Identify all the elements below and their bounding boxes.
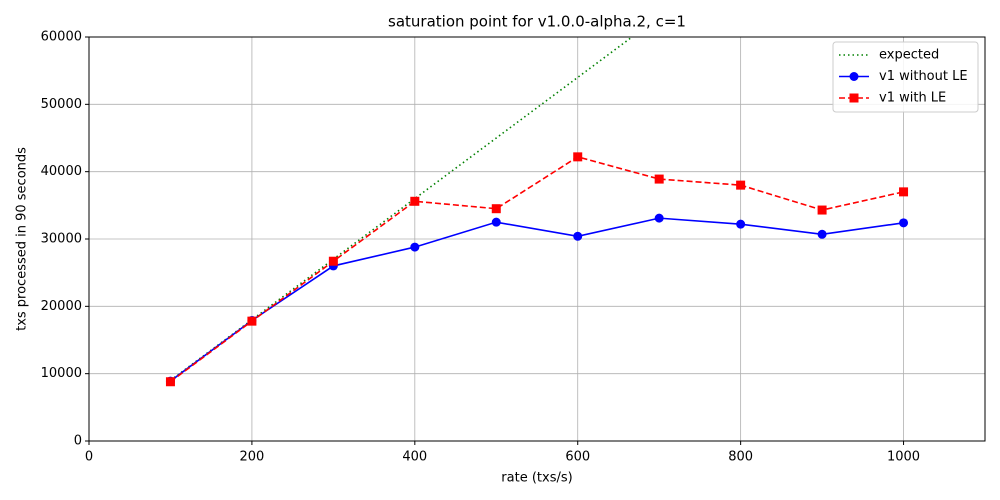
y-tick-label: 60000 <box>41 30 82 45</box>
marker <box>654 174 664 184</box>
legend-marker <box>849 93 859 103</box>
series-line <box>169 217 904 382</box>
ticks: 0 10000 20000 30000 40000 50000 60000 0 200 400 60… <box>41 30 920 465</box>
legend-label: v1 with LE <box>879 91 946 106</box>
marker <box>899 187 909 197</box>
plot-area <box>165 37 909 387</box>
y-tick-label: 30000 <box>41 232 82 247</box>
x-tick-label: 0 <box>85 450 93 465</box>
marker <box>899 218 909 228</box>
marker <box>573 231 583 241</box>
y-tick-label: 10000 <box>41 366 82 381</box>
marker <box>165 377 175 387</box>
marker <box>410 242 420 252</box>
legend-marker <box>849 72 859 81</box>
marker <box>736 180 746 190</box>
x-tick-label: 200 <box>239 450 264 465</box>
marker <box>736 219 746 229</box>
marker <box>410 196 420 206</box>
x-tick-label: 800 <box>728 450 753 465</box>
y-axis-label: txs processed in 90 seconds <box>15 147 30 331</box>
marker <box>654 213 664 223</box>
x-tick-label: 600 <box>565 450 590 465</box>
y-tick-label: 20000 <box>41 299 82 314</box>
marker <box>491 204 501 214</box>
chart-title: saturation point for v1.0.0-alpha.2, c=1 <box>388 13 686 31</box>
marker <box>491 217 501 227</box>
marker <box>573 152 583 162</box>
marker <box>328 256 338 266</box>
y-tick-label: 40000 <box>41 164 82 179</box>
legend-label: v1 without LE <box>879 69 968 84</box>
marker <box>247 316 257 326</box>
series-line <box>169 155 904 383</box>
legend-box <box>832 41 979 113</box>
legend-label: expected <box>879 48 939 63</box>
x-axis-label: rate (txs/s) <box>501 471 572 486</box>
legend: expected v1 without LE v1 with LE <box>832 41 979 113</box>
x-tick-label: 400 <box>402 450 427 465</box>
y-tick-label: 0 <box>74 434 82 449</box>
marker <box>817 205 827 215</box>
marker <box>817 229 827 239</box>
x-tick-label: 1000 <box>887 450 920 465</box>
y-tick-label: 50000 <box>41 97 82 112</box>
